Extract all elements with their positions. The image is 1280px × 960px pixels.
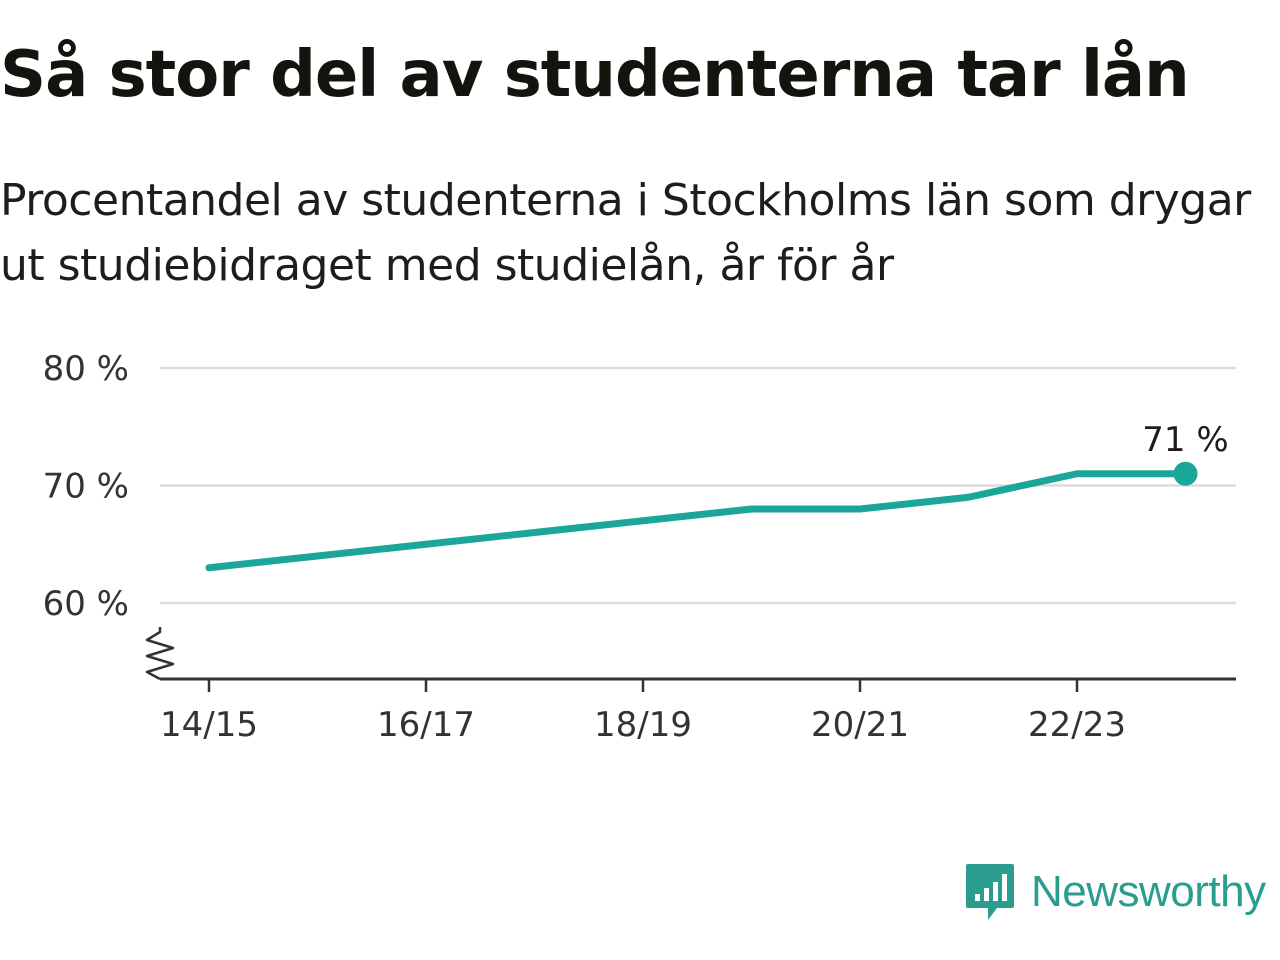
y-tick-label: 60 % (43, 584, 129, 624)
series (205, 461, 1198, 572)
x-tick-label: 14/15 (160, 705, 258, 745)
x-tick-label: 22/23 (1028, 705, 1126, 745)
x-axis (145, 627, 1236, 681)
y-tick-label: 70 % (43, 467, 129, 507)
y-axis-ticks: 60 % 70 % 80 % (43, 349, 129, 624)
x-tick-label: 18/19 (594, 705, 692, 745)
x-tick-label: 16/17 (377, 705, 475, 745)
last-data-point (1173, 461, 1198, 486)
newsworthy-logo-icon (966, 864, 1014, 920)
newsworthy-logo: Newsworthy (965, 862, 1266, 922)
last-value-label: 71 % (1142, 420, 1228, 460)
x-tick-label: 20/21 (811, 705, 909, 745)
y-tick-label: 80 % (43, 349, 129, 389)
brand-name: Newsworthy (1031, 867, 1266, 916)
chart-subtitle: Procentandel av studenterna i Stockholms… (0, 175, 1251, 291)
chart-title: Så stor del av studenterna tar lån (0, 38, 1190, 112)
series-line (205, 470, 1189, 572)
x-axis-ticks: 14/15 16/17 18/19 20/21 22/23 (160, 679, 1126, 745)
axis-break-icon (145, 627, 175, 681)
gridlines (160, 366, 1236, 605)
line-chart: 60 % 70 % 80 % 14/15 16/17 18/19 20/21 22/23 7… (43, 349, 1236, 745)
